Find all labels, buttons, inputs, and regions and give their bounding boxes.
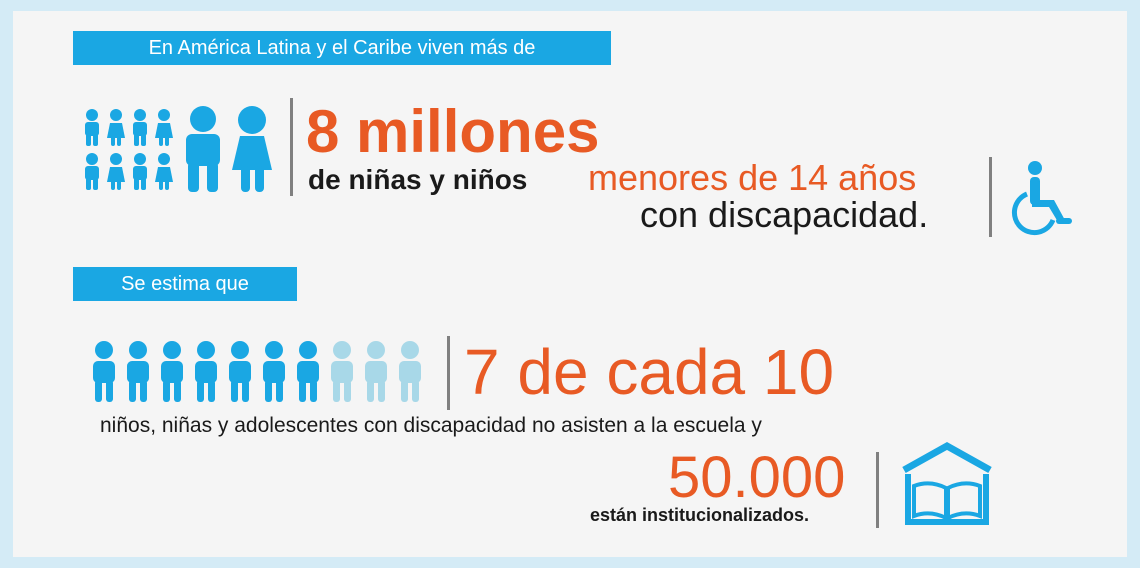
divider-line (290, 98, 293, 196)
institutionalized-caption: están institucionalizados. (590, 505, 810, 525)
sentence-text: niños, niñas y adolescentes con discapac… (100, 414, 762, 437)
subtitle-disability: con discapacidad. (640, 194, 929, 235)
divider-line (447, 336, 450, 410)
children-group-icon (85, 106, 272, 192)
school-book-icon (902, 441, 992, 525)
subtitle-children: de niñas y niños (308, 164, 528, 195)
children-ratio-icon (93, 341, 421, 402)
divider-line (989, 157, 992, 237)
intro-tag-text: En América Latina y el Caribe viven más … (148, 37, 536, 59)
wheelchair-icon (1011, 161, 1072, 236)
institutionalized-number: 50.000 (668, 445, 846, 510)
big-number: 8 millones (306, 98, 600, 165)
estimate-tag: Se estima que (73, 267, 297, 301)
estimate-tag-text: Se estima que (121, 273, 249, 295)
subtitle-age: menores de 14 años (588, 157, 917, 198)
ratio-text: 7 de cada 10 (464, 336, 835, 408)
intro-tag: En América Latina y el Caribe viven más … (73, 31, 611, 65)
divider-line (876, 452, 879, 528)
